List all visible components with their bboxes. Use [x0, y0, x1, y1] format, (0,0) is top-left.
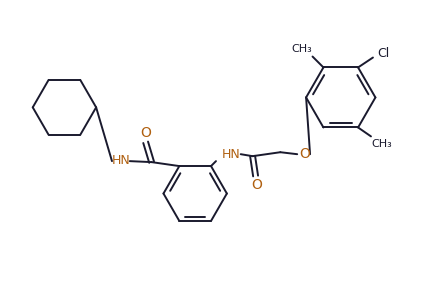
Text: CH₃: CH₃ [291, 44, 312, 54]
Text: O: O [140, 126, 151, 140]
Text: HN: HN [222, 148, 240, 161]
Text: CH₃: CH₃ [371, 139, 392, 149]
Text: HN: HN [112, 154, 130, 167]
Text: O: O [251, 178, 262, 192]
Text: Cl: Cl [378, 47, 390, 60]
Text: O: O [299, 147, 311, 161]
